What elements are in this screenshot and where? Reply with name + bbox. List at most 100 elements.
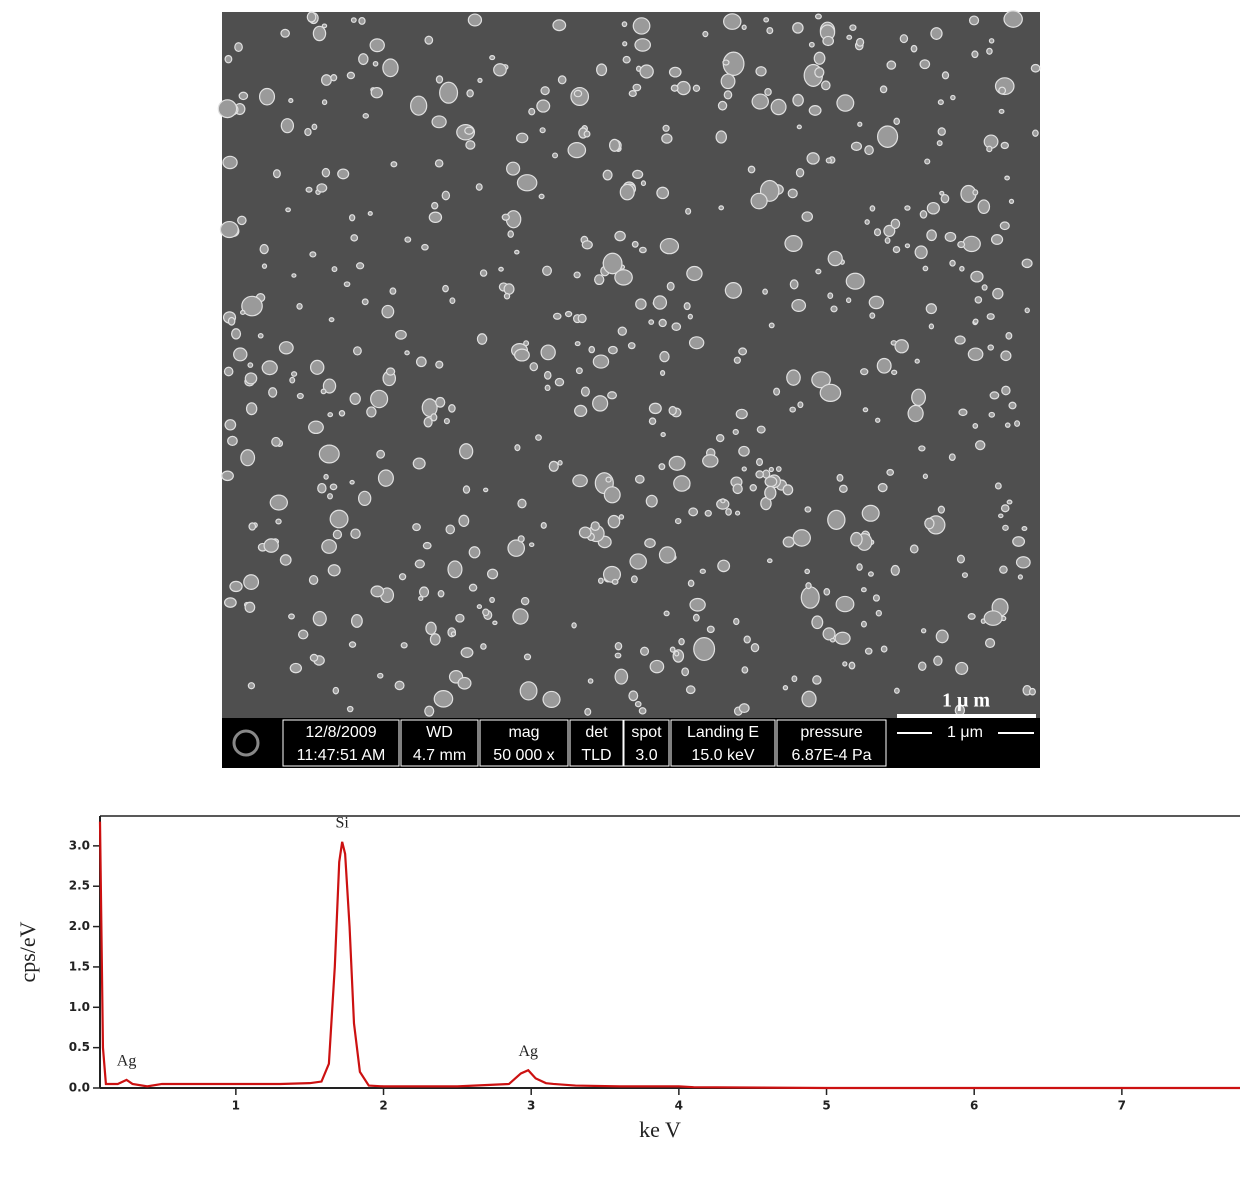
particle (517, 498, 527, 509)
info-cell (400, 719, 479, 767)
particle (346, 705, 354, 713)
particle (291, 273, 297, 278)
particle (288, 613, 295, 620)
particle (348, 641, 357, 648)
particle (658, 318, 667, 328)
particle (369, 38, 385, 53)
particle (688, 507, 699, 517)
particle (337, 168, 350, 180)
particle (702, 30, 709, 38)
particle (846, 34, 853, 40)
particle (791, 675, 798, 683)
particle (288, 98, 294, 104)
particle (723, 90, 733, 100)
particle (243, 574, 260, 590)
particle (377, 672, 384, 679)
particle (259, 243, 269, 255)
particle (733, 617, 740, 626)
particle (323, 473, 329, 480)
particle (352, 346, 362, 356)
particle (845, 297, 852, 304)
particle (773, 387, 781, 396)
particle (869, 205, 876, 212)
particle (692, 613, 700, 622)
particle (956, 554, 965, 564)
particle (596, 63, 608, 77)
particle (872, 594, 880, 602)
particle (308, 420, 324, 435)
particle (928, 323, 935, 330)
particle (607, 391, 618, 400)
particle (894, 339, 909, 354)
particle (329, 509, 349, 529)
particle (972, 189, 979, 196)
particle (836, 94, 855, 112)
particle (428, 211, 443, 224)
particle (699, 568, 706, 575)
particle (492, 620, 498, 626)
info-header: 12/8/2009 (305, 724, 376, 741)
info-header: spot (631, 724, 662, 741)
particle (327, 564, 341, 577)
particle (431, 115, 447, 129)
particle (1003, 10, 1023, 28)
particle (269, 494, 288, 511)
particle (972, 318, 979, 325)
particle (632, 17, 651, 35)
particle (619, 183, 635, 201)
particle (988, 411, 996, 418)
particle (389, 287, 397, 295)
particle (992, 287, 1004, 300)
particle (984, 638, 996, 649)
particle (922, 473, 929, 480)
particle (886, 468, 895, 476)
particle (857, 121, 863, 127)
particle (327, 412, 334, 418)
particle (909, 544, 919, 554)
particle (693, 637, 716, 662)
particle (827, 250, 843, 267)
particle (741, 466, 747, 472)
particle (329, 483, 338, 491)
particle (385, 367, 396, 376)
info-value: TLD (581, 747, 611, 764)
particle (914, 358, 920, 364)
particle (331, 266, 338, 273)
info-cell (479, 719, 569, 767)
particle (822, 627, 836, 641)
particle (911, 388, 926, 407)
particle (614, 641, 623, 651)
particle (1032, 129, 1039, 137)
particle (738, 445, 750, 457)
x-tick-label: 2 (379, 1099, 387, 1113)
info-columns: 12/8/2009 11:47:51 AM WD 4.7 mm mag 50 000 x d… (232, 719, 1034, 767)
particle (868, 295, 884, 310)
particle (517, 535, 525, 543)
particle (663, 610, 670, 617)
particle (229, 580, 243, 593)
particle (447, 560, 463, 579)
particle (948, 453, 956, 461)
particle (304, 127, 312, 137)
particle (594, 274, 605, 286)
particle (219, 220, 239, 239)
particle (661, 133, 673, 144)
info-header: mag (508, 724, 539, 741)
particle (732, 428, 739, 436)
particle (542, 265, 552, 276)
particle (528, 542, 535, 548)
particle (660, 432, 666, 438)
particle (755, 66, 767, 77)
particle (879, 85, 888, 94)
particle (668, 66, 682, 78)
info-header: WD (426, 724, 453, 741)
particle (279, 554, 292, 566)
particle (605, 476, 612, 483)
particle (875, 609, 882, 617)
particle (498, 266, 504, 272)
particle (1017, 574, 1023, 580)
particle (904, 205, 911, 211)
particle (873, 228, 882, 237)
particle (842, 661, 848, 667)
particle (465, 140, 476, 150)
